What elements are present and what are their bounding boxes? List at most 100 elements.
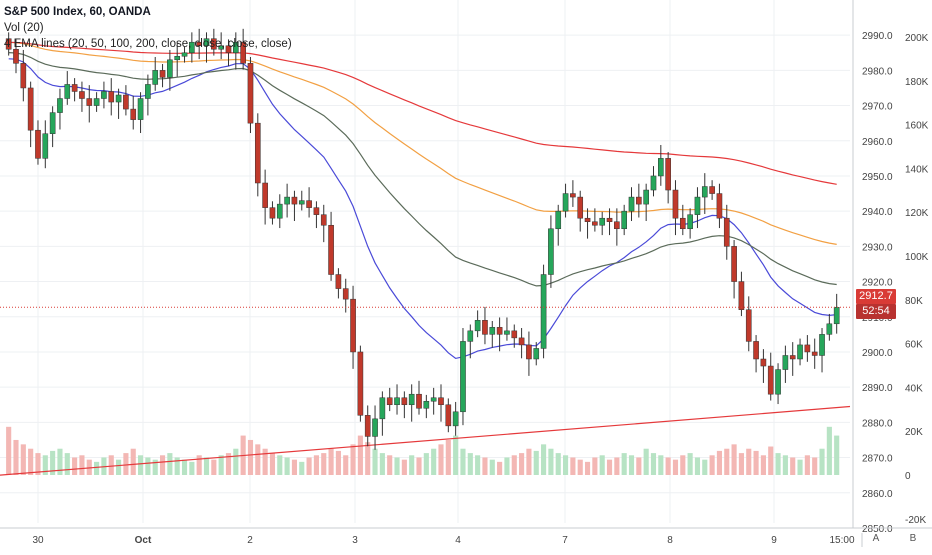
volume-bar: [716, 450, 723, 475]
candle-body: [548, 228, 554, 275]
candle-body: [438, 397, 444, 406]
volume-bar: [541, 444, 547, 475]
volume-tick-label: 40K: [905, 383, 923, 394]
candle-body: [233, 41, 239, 54]
candle-body: [599, 217, 606, 226]
volume-bar: [387, 455, 393, 475]
price-tick-label: 2890.0: [862, 383, 893, 394]
x-tick-label: 30: [32, 535, 44, 546]
volume-bar: [343, 455, 349, 475]
volume-bar: [269, 453, 276, 475]
candle-body: [496, 327, 503, 335]
candle-body: [240, 41, 246, 64]
volume-bar: [672, 459, 679, 475]
candle-body: [189, 41, 195, 54]
candle-body: [269, 207, 276, 219]
price-tick-label: 2930.0: [862, 242, 893, 253]
ema-50-line: [8, 52, 837, 287]
candle-body: [731, 246, 737, 282]
price-tick-label: 2950.0: [862, 172, 893, 183]
candle-body: [313, 207, 320, 215]
candle-body: [789, 355, 796, 360]
candle-body: [401, 397, 408, 406]
candle-body: [137, 98, 144, 120]
volume-bar: [394, 457, 400, 475]
candle-body: [672, 189, 679, 219]
volume-bar: [504, 457, 510, 475]
volume-bar: [445, 439, 451, 475]
volume-bar: [416, 457, 422, 475]
candle-body: [93, 98, 100, 106]
candle-body: [284, 196, 290, 205]
price-tick-label: 2920.0: [862, 278, 893, 289]
candle-body: [57, 98, 63, 113]
candle-body: [86, 98, 93, 106]
volume-bar: [519, 453, 525, 475]
candle-body: [159, 70, 166, 78]
volume-bar: [372, 448, 378, 475]
support-trendline: [0, 405, 851, 476]
candle-body: [416, 393, 422, 409]
volume-bar: [196, 455, 202, 475]
candle-body: [540, 274, 547, 349]
volume-bar: [812, 457, 818, 475]
volume-bar: [174, 457, 180, 475]
candle-body: [394, 397, 400, 406]
volume-bar: [628, 455, 635, 475]
volume-bar: [592, 457, 598, 475]
volume-bar: [548, 448, 554, 475]
candle-body: [614, 221, 620, 230]
volume-bar: [482, 457, 488, 475]
candle-body: [584, 217, 591, 222]
candle-body: [482, 320, 488, 335]
volume-bar: [50, 450, 56, 475]
volume-bar: [86, 459, 92, 475]
candle-body: [592, 221, 598, 226]
volume-bar: [555, 453, 561, 475]
candles: [5, 28, 840, 450]
volume-bar: [819, 448, 825, 475]
volume-bar: [665, 457, 671, 475]
volume-tick-label: 120K: [905, 208, 929, 219]
volume-tick-label: 100K: [905, 252, 929, 263]
volume-bar: [423, 453, 429, 475]
volume-bar: [489, 459, 495, 475]
candle-body: [181, 52, 188, 57]
log-scale-button[interactable]: B: [909, 533, 917, 544]
volume-bar: [313, 455, 319, 475]
candle-body: [745, 309, 752, 342]
candle-body: [408, 393, 415, 406]
ema-indicator-label[interactable]: 4 EMA lines (20, 50, 100, 200, close, cl…: [4, 38, 292, 50]
candle-body: [71, 84, 78, 92]
volume-bar: [687, 453, 693, 475]
candle-body: [577, 196, 584, 219]
x-tick-label: 8: [667, 535, 673, 546]
volume-bar: [797, 459, 803, 475]
candle-body: [342, 288, 349, 300]
candle-body: [262, 182, 268, 208]
candle-body: [291, 196, 298, 205]
candle-body: [628, 196, 635, 212]
volume-bar: [621, 453, 627, 475]
candle-body: [64, 84, 71, 99]
candle-body: [196, 41, 202, 46]
volume-bar: [438, 444, 444, 475]
volume-bar: [834, 435, 840, 475]
candle-body: [716, 193, 723, 219]
volume-bar: [636, 457, 642, 475]
volume-tick-label: 200K: [905, 33, 929, 44]
volume-indicator-label[interactable]: Vol (20): [4, 22, 44, 34]
volume-bar: [20, 444, 26, 475]
candle-body: [335, 274, 342, 289]
candle-body: [643, 189, 649, 205]
x-tick-label: 3: [352, 535, 358, 546]
candle-body: [203, 38, 210, 46]
candle-body: [533, 348, 540, 360]
auto-scale-button[interactable]: A: [872, 533, 880, 544]
volume-bar: [614, 457, 620, 475]
volume-bar: [511, 455, 517, 475]
price-tick-label: 2970.0: [862, 102, 893, 113]
candle-body: [738, 281, 745, 310]
